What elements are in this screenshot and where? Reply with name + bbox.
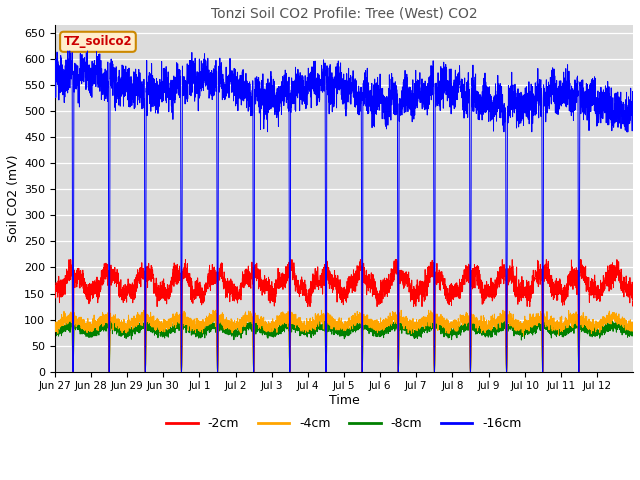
Title: Tonzi Soil CO2 Profile: Tree (West) CO2: Tonzi Soil CO2 Profile: Tree (West) CO2 — [211, 7, 477, 21]
Y-axis label: Soil CO2 (mV): Soil CO2 (mV) — [7, 155, 20, 242]
X-axis label: Time: Time — [328, 394, 360, 407]
Legend: -2cm, -4cm, -8cm, -16cm: -2cm, -4cm, -8cm, -16cm — [161, 412, 527, 435]
Text: TZ_soilco2: TZ_soilco2 — [63, 36, 132, 48]
